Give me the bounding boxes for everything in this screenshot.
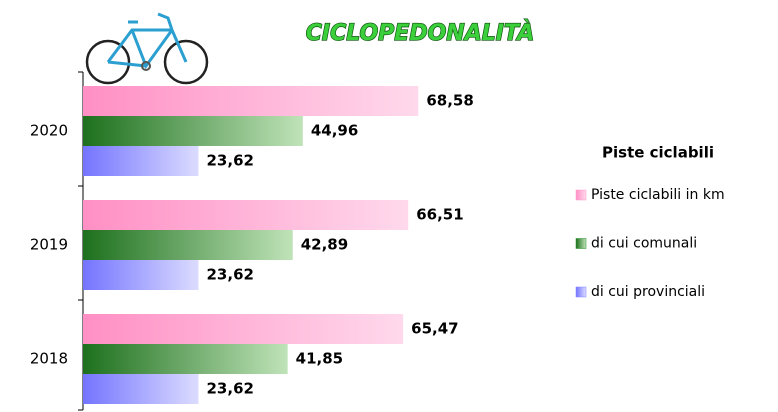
y-tick-label: 2020	[30, 122, 68, 140]
data-label: 23,62	[207, 266, 254, 284]
data-label: 23,62	[207, 380, 254, 398]
bar	[83, 116, 303, 146]
legend-swatch	[575, 238, 587, 249]
data-label: 65,47	[411, 320, 458, 338]
bar	[83, 86, 419, 116]
bar	[83, 344, 288, 374]
legend-label: Piste ciclabili in km	[591, 187, 725, 203]
bar	[83, 200, 409, 230]
legend-swatch	[575, 286, 587, 298]
data-label: 68,58	[426, 92, 473, 110]
bar	[83, 374, 199, 404]
legend-swatch	[575, 189, 587, 201]
y-tick-label: 2018	[30, 350, 68, 368]
data-label: 42,89	[301, 236, 348, 254]
chart-title: CICLOPEDONALITÀ	[306, 20, 535, 46]
bar	[83, 260, 199, 290]
data-label: 41,85	[296, 350, 343, 368]
data-label: 66,51	[416, 206, 463, 224]
bar	[83, 230, 293, 260]
data-label: 44,96	[311, 122, 358, 140]
bar	[83, 314, 404, 344]
legend-label: di cui provinciali	[591, 284, 705, 300]
bicycle-icon	[85, 12, 209, 85]
data-label: 23,62	[207, 152, 254, 170]
bar	[83, 146, 199, 176]
legend-label: di cui comunali	[591, 236, 697, 252]
y-tick-label: 2019	[30, 236, 68, 254]
legend-title: Piste ciclabili	[602, 144, 714, 162]
